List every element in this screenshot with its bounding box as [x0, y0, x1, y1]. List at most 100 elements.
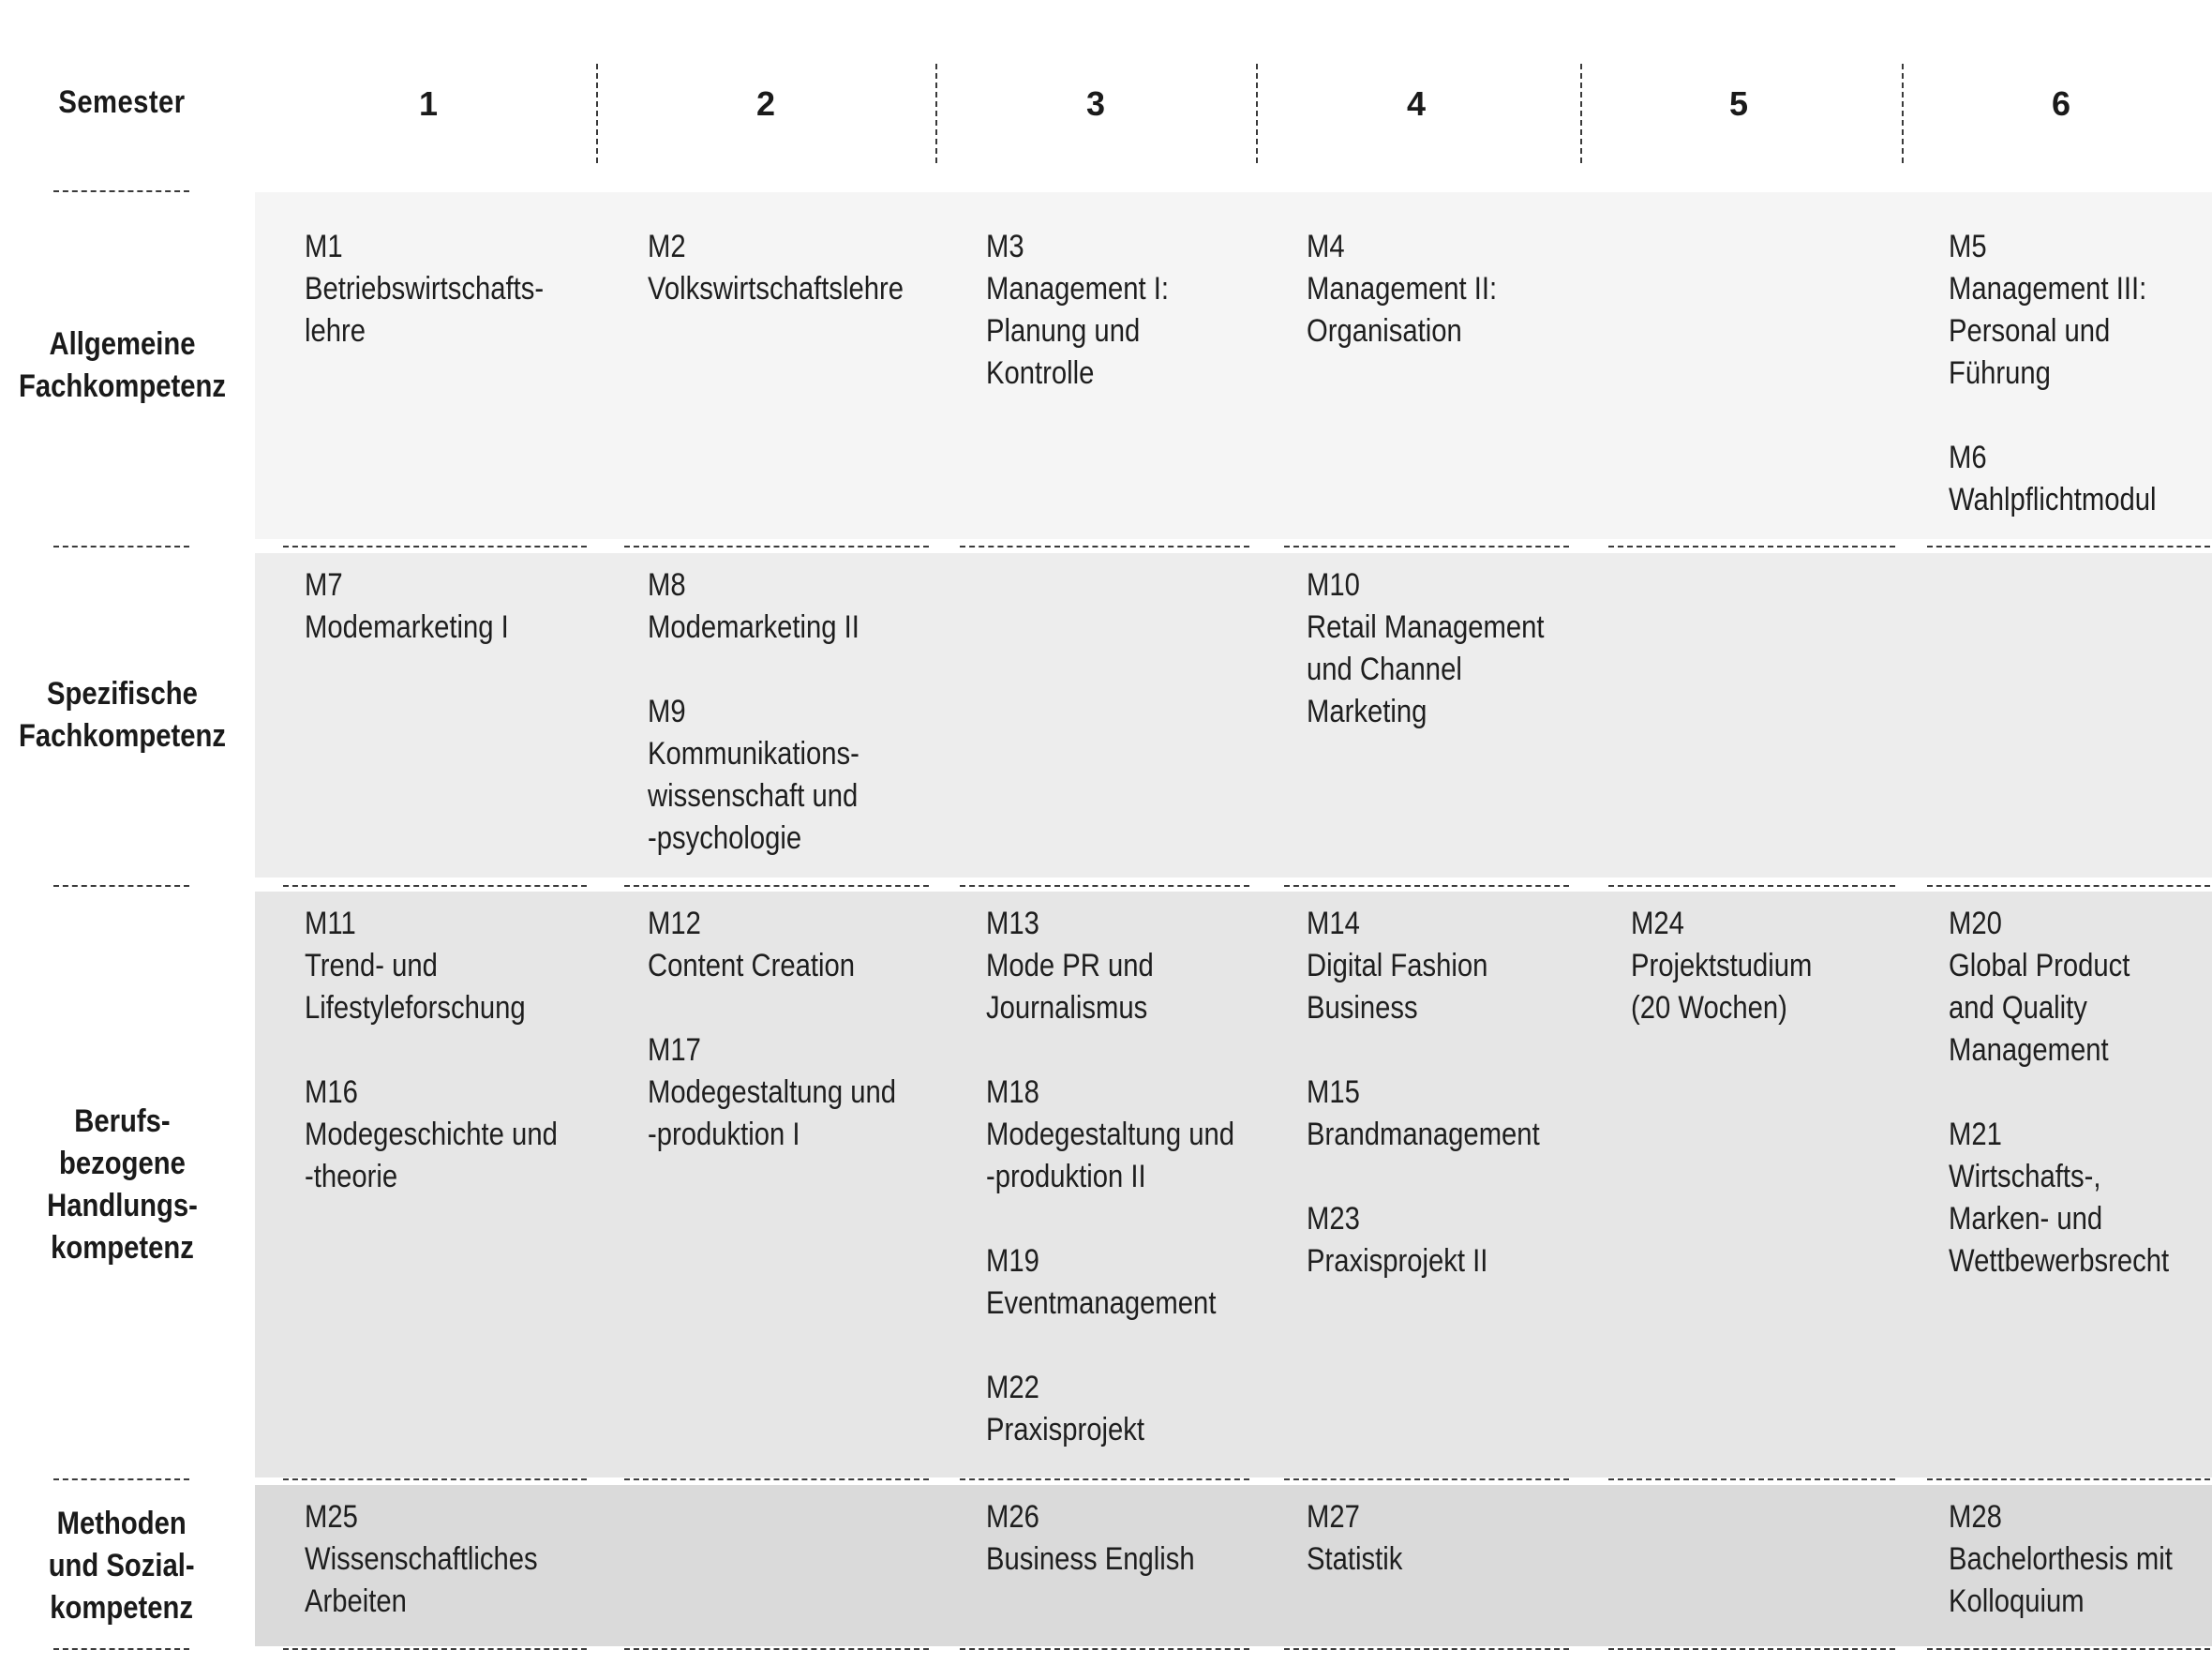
module-code: M19 [986, 1243, 1039, 1279]
module-title-line: Statistik [1307, 1541, 1403, 1577]
semester-number-3: 3 [1085, 84, 1106, 123]
module-title-line: -produktion I [648, 1117, 800, 1152]
module-title-line: Mode PR und [986, 948, 1154, 983]
cell-divider [624, 885, 929, 887]
semester-cell: M8 Modemarketing II M9 Kommunikations-wisse… [648, 564, 894, 860]
module-title-line: Marketing [1307, 694, 1427, 729]
row-label-line: Fachkompetenz [18, 368, 226, 404]
module-title-line: Modemarketing II [648, 609, 859, 645]
module-title-line: and Quality [1949, 990, 2087, 1026]
module-title-line: Kolloquium [1949, 1583, 2085, 1619]
module-code: M7 [305, 567, 343, 603]
module-entry: M18 Modegestaltung und -produktion II [986, 1072, 1275, 1198]
cell-divider [1284, 885, 1569, 887]
row-label-line: bezogene [58, 1145, 186, 1181]
semester-cell: M25 Wissenschaftliches Arbeiten [305, 1496, 575, 1623]
module-code: M12 [648, 906, 701, 941]
module-code: M27 [1307, 1499, 1360, 1535]
row-label-divider [53, 546, 189, 548]
cell-divider [1608, 885, 1895, 887]
module-title-line: Modegestaltung und [648, 1074, 896, 1110]
column-separator [596, 64, 598, 163]
semester-cell: M20 Global Product and Quality Management M2… [1949, 903, 2205, 1282]
module-code: M15 [1307, 1074, 1360, 1110]
module-code: M6 [1949, 440, 1987, 475]
competence-row-band [255, 892, 2212, 1478]
module-title-line: Modegestaltung und [986, 1117, 1234, 1152]
module-title-line: Bachelorthesis mit [1949, 1541, 2173, 1577]
row-label-line: kompetenz [50, 1589, 194, 1626]
cell-divider [1608, 1648, 1895, 1650]
cell-divider [1284, 1478, 1569, 1480]
row-label-line: Berufs- [73, 1102, 171, 1139]
module-title-line: Brandmanagement [1307, 1117, 1540, 1152]
cell-divider [283, 885, 587, 887]
semester-cell: M1 Betriebswirtschafts-lehre [305, 226, 583, 352]
module-code: M26 [986, 1499, 1039, 1535]
module-code: M4 [1307, 229, 1345, 264]
column-separator [1580, 64, 1582, 163]
semester-number-2: 2 [755, 84, 776, 123]
module-title-line: Retail Management [1307, 609, 1545, 645]
module-entry: M26 Business English [986, 1496, 1229, 1581]
column-separator [1256, 64, 1258, 163]
module-entry: M3 Management I: Planung und Kontrolle [986, 226, 1199, 395]
module-entry: M10 Retail Management und Channel Marketing [1307, 564, 1583, 733]
column-separator [1902, 64, 1904, 163]
row-label-line: Methoden [56, 1505, 187, 1541]
row-label-divider [53, 1478, 189, 1480]
semester-cell: M24 Projektstudium (20 Wochen) [1631, 903, 1842, 1029]
cell-divider [1608, 1478, 1895, 1480]
module-title-line: lehre [305, 313, 366, 349]
row-label-divider [53, 885, 189, 887]
cell-divider [960, 1478, 1249, 1480]
module-code: M10 [1307, 567, 1360, 603]
module-code: M22 [986, 1370, 1039, 1405]
module-title-line: Planung und [986, 313, 1141, 349]
semester-cell: M2 Volkswirtschaftslehre [648, 226, 945, 310]
module-title-line: und Channel [1307, 652, 1462, 687]
row-label-divider [53, 190, 189, 192]
module-title-line: wissenschaft und [648, 778, 859, 814]
module-entry: M20 Global Product and Quality Management [1949, 903, 2205, 1072]
module-title-line: Praxisprojekt [986, 1412, 1145, 1448]
row-label-divider [53, 1648, 189, 1650]
cell-divider [283, 546, 587, 548]
module-title-line: Projektstudium [1631, 948, 1813, 983]
module-entry: M21 Wirtschafts-, Marken- und Wettbewerbsre… [1949, 1114, 2205, 1282]
cell-divider [1927, 885, 2210, 887]
semester-cell: M7 Modemarketing I [305, 564, 542, 649]
module-code: M13 [986, 906, 1039, 941]
module-title-line: Organisation [1307, 313, 1462, 349]
semester-cell: M4 Management II: Organisation [1307, 226, 1528, 352]
module-title-line: Trend- und [305, 948, 438, 983]
module-entry: M16 Modegeschichte und -theorie [305, 1072, 599, 1198]
row-label-line: Fachkompetenz [18, 718, 226, 754]
semester-header-label: Semester [58, 84, 186, 120]
module-code: M2 [648, 229, 686, 264]
module-title-line: Kommunikations- [648, 736, 859, 772]
semester-cell: M12 Content Creation M17 Modegestaltung und… [648, 903, 936, 1156]
module-entry: M8 Modemarketing II [648, 564, 894, 649]
module-title-line: Management III: [1949, 271, 2147, 307]
module-entry: M13 Mode PR und Journalismus [986, 903, 1275, 1029]
module-code: M21 [1949, 1117, 2002, 1152]
module-code: M17 [648, 1032, 701, 1068]
cell-divider [283, 1648, 587, 1650]
module-entry: M23 Praxisprojekt II [1307, 1198, 1577, 1282]
cell-divider [960, 1648, 1249, 1650]
module-title-line: Wettbewerbsrecht [1949, 1243, 2170, 1279]
module-code: M5 [1949, 229, 1987, 264]
module-title-line: Wahlpflichtmodul [1949, 482, 2157, 518]
row-label: Spezifische Fachkompetenz [0, 553, 244, 878]
semester-cell: M5 Management III: Personal und Führung M6 Wa… [1949, 226, 2190, 521]
row-label-line: Handlungs- [46, 1187, 198, 1223]
module-code: M28 [1949, 1499, 2002, 1535]
module-title-line: Arbeiten [305, 1583, 407, 1619]
row-label: Berufs-bezogene Handlungs-kompetenz [0, 892, 244, 1478]
module-entry: M7 Modemarketing I [305, 564, 542, 649]
cell-divider [1284, 1648, 1569, 1650]
module-entry: M11 Trend- und Lifestyleforschung [305, 903, 599, 1029]
module-title-line: Wissenschaftliches [305, 1541, 538, 1577]
module-entry: M4 Management II: Organisation [1307, 226, 1528, 352]
